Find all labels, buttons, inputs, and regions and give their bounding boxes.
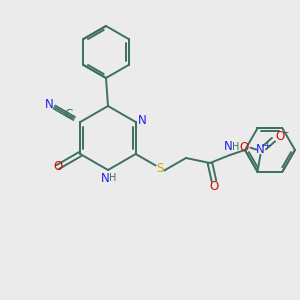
Text: H: H (109, 173, 117, 183)
Text: -: - (284, 127, 289, 137)
Text: N: N (100, 172, 109, 184)
Text: O: O (53, 160, 62, 173)
Text: C: C (64, 109, 72, 122)
Text: +: + (263, 141, 270, 150)
Text: N: N (256, 143, 265, 156)
Text: N: N (45, 98, 53, 110)
Text: N: N (224, 140, 232, 154)
Text: H: H (232, 142, 240, 152)
Text: N: N (138, 115, 147, 128)
Text: O: O (240, 141, 249, 154)
Text: S: S (156, 161, 164, 175)
Text: O: O (209, 179, 219, 193)
Text: O: O (276, 130, 285, 143)
